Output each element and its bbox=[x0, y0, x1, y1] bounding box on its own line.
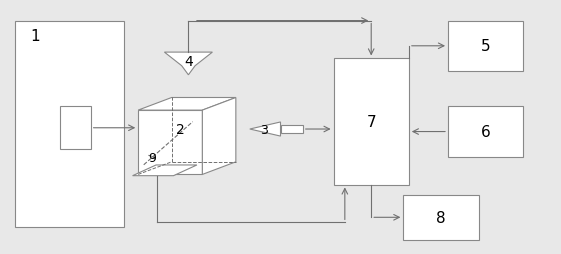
Polygon shape bbox=[203, 98, 236, 175]
Bar bbox=[15, 22, 124, 228]
Polygon shape bbox=[132, 165, 197, 176]
Text: 1: 1 bbox=[30, 28, 40, 43]
Text: 5: 5 bbox=[481, 39, 490, 54]
Bar bbox=[280, 126, 303, 133]
Polygon shape bbox=[138, 98, 236, 111]
Bar bbox=[448, 107, 523, 157]
Bar bbox=[448, 22, 523, 72]
Text: 3: 3 bbox=[260, 123, 268, 136]
Text: 6: 6 bbox=[481, 124, 490, 139]
Text: 7: 7 bbox=[366, 115, 376, 130]
Text: 8: 8 bbox=[436, 210, 446, 225]
Text: 2: 2 bbox=[176, 123, 184, 137]
Polygon shape bbox=[250, 122, 280, 137]
Bar bbox=[403, 195, 479, 240]
Polygon shape bbox=[138, 111, 203, 175]
Bar bbox=[334, 59, 409, 185]
Bar bbox=[60, 107, 91, 150]
Text: 9: 9 bbox=[148, 152, 156, 165]
Polygon shape bbox=[164, 53, 213, 75]
Text: 4: 4 bbox=[184, 55, 193, 68]
